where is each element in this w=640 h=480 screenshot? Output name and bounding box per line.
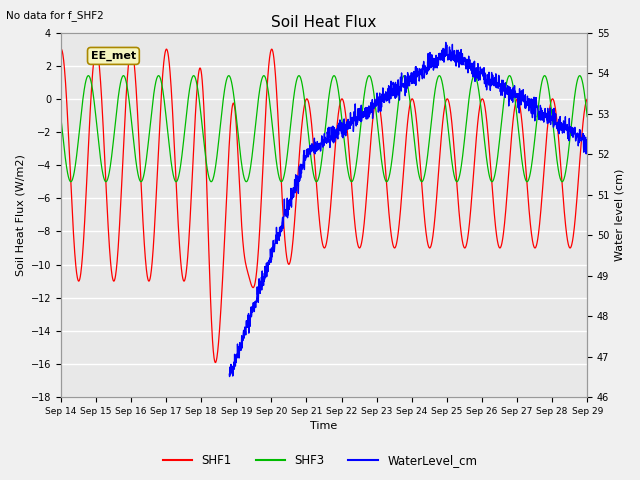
Legend: SHF1, SHF3, WaterLevel_cm: SHF1, SHF3, WaterLevel_cm: [158, 449, 482, 472]
X-axis label: Time: Time: [310, 421, 338, 432]
Text: No data for f_SHF2: No data for f_SHF2: [6, 10, 104, 21]
Title: Soil Heat Flux: Soil Heat Flux: [271, 15, 377, 30]
Text: EE_met: EE_met: [91, 51, 136, 61]
Y-axis label: Water level (cm): Water level (cm): [615, 168, 625, 261]
Y-axis label: Soil Heat Flux (W/m2): Soil Heat Flux (W/m2): [15, 154, 25, 276]
